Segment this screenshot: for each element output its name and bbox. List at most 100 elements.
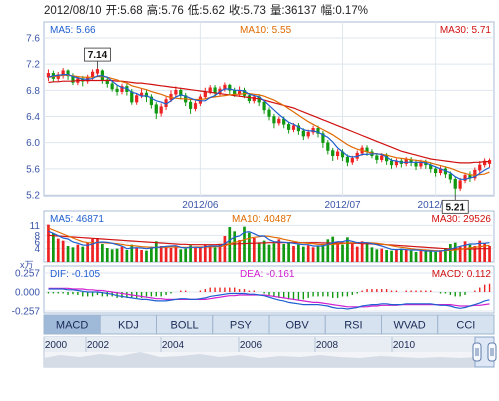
- candle-body: [463, 175, 467, 181]
- legend-macd: MACD: 0.112: [432, 269, 492, 280]
- candle-body: [483, 160, 487, 166]
- candle-body: [321, 133, 325, 143]
- price-tick-label: 6.8: [26, 86, 40, 97]
- macd-tick-label: 0.000: [15, 288, 40, 299]
- volume-bar: [350, 244, 354, 262]
- low-annotation: 5.21: [441, 194, 469, 214]
- candle-body: [208, 87, 212, 92]
- candle-body: [66, 70, 70, 77]
- candle: [135, 92, 139, 105]
- volume-bar: [252, 238, 256, 262]
- timeline-years: 2000 2002 2004 2006 2008 2010: [43, 337, 416, 352]
- volume-bar: [316, 246, 320, 262]
- candle: [115, 85, 119, 96]
- price-tick-label: 7.6: [26, 34, 40, 45]
- price-tick-label: 6.0: [26, 138, 40, 149]
- volume-bar: [321, 244, 325, 262]
- tab-kdj[interactable]: KDJ: [99, 314, 157, 335]
- legend-dea: DEA: -0.161: [240, 269, 295, 280]
- date-tick-label: 2012/08: [418, 200, 455, 211]
- volume-bar: [272, 243, 276, 262]
- candle-body: [100, 70, 104, 81]
- volume-bar: [409, 250, 413, 262]
- tab-cci[interactable]: CCI: [437, 314, 495, 335]
- volume-bar: [395, 249, 398, 262]
- tab-rsi[interactable]: RSI: [324, 314, 382, 335]
- tab-macd[interactable]: MACD: [43, 314, 101, 335]
- candle-body: [375, 155, 379, 160]
- candle-body: [188, 101, 193, 109]
- volume-bar: [463, 241, 467, 262]
- candle: [179, 87, 183, 100]
- volume-bar: [429, 250, 433, 262]
- candle: [326, 140, 330, 155]
- candle-body: [291, 125, 296, 130]
- candle: [375, 153, 379, 164]
- tab-background: [437, 314, 495, 335]
- volume-bar: [390, 250, 393, 262]
- candle: [453, 176, 457, 195]
- volume-bar: [301, 246, 305, 262]
- volume-bar: [110, 249, 114, 262]
- tab-label: OBV: [286, 320, 310, 332]
- candle: [301, 128, 305, 141]
- candle: [46, 69, 51, 82]
- timeline-handle-left[interactable]: [472, 342, 482, 362]
- annotation-box: [441, 199, 469, 214]
- volume-bar: [120, 246, 124, 262]
- candle-body: [130, 91, 134, 103]
- candle: [262, 99, 266, 114]
- price-annotations: 7.14 5.21: [84, 47, 469, 214]
- timeline-year-label: 2002: [87, 340, 110, 351]
- volume-bar: [385, 250, 388, 262]
- candle-body: [81, 78, 85, 82]
- candle: [287, 121, 291, 134]
- volume-bar: [101, 244, 104, 262]
- tab-label: CCI: [456, 320, 475, 332]
- volume-bar: [159, 246, 163, 262]
- candle-body: [95, 69, 100, 74]
- macd-tick-label: 0.257: [15, 269, 40, 280]
- candle-body: [105, 79, 109, 85]
- candle: [473, 167, 477, 181]
- tab-label: BOLL: [171, 320, 199, 332]
- volume-bar: [360, 241, 364, 262]
- volume-unit-label: x万: [20, 260, 34, 270]
- candle-body: [345, 156, 350, 163]
- candle: [483, 158, 487, 168]
- candle-body: [458, 180, 462, 189]
- tab-obv[interactable]: OBV: [268, 314, 326, 335]
- indicator-lines: [48, 73, 490, 310]
- volume-bar: [488, 246, 491, 262]
- candle: [311, 125, 315, 135]
- volume-bar: [184, 248, 188, 262]
- volume-bar: [81, 246, 85, 262]
- volume-bar: [76, 244, 80, 262]
- volume-bar: [257, 242, 261, 262]
- volume-bar: [164, 247, 168, 262]
- tab-label: PSY: [230, 320, 253, 332]
- indicator-tabs[interactable]: MACD KDJ BOLL PSY OBV RSI WVAD CCI: [43, 314, 495, 335]
- volume-bar: [86, 242, 90, 262]
- candle: [188, 99, 193, 114]
- volume-bar: [150, 246, 153, 262]
- volume-bar: [189, 245, 192, 262]
- candle-body: [242, 90, 247, 96]
- volume-tick-label: 4: [34, 244, 40, 255]
- tab-label: RSI: [344, 320, 362, 332]
- tab-boll[interactable]: BOLL: [156, 314, 214, 335]
- candle-body: [434, 168, 438, 174]
- tab-psy[interactable]: PSY: [212, 314, 270, 335]
- timeline-handle-right[interactable]: [487, 342, 497, 362]
- volume-bar: [434, 252, 437, 262]
- candle-body: [193, 103, 198, 109]
- price-ma5-line: [48, 73, 490, 180]
- volume-ma30-line: [48, 234, 490, 250]
- volume-bar: [96, 238, 99, 262]
- legend-dif: DIF: -0.105: [50, 269, 100, 280]
- volume-bar: [115, 248, 119, 262]
- tab-wvad[interactable]: WVAD: [381, 314, 439, 335]
- candle-body: [46, 73, 51, 78]
- volume-bar: [233, 231, 237, 262]
- candle-body: [154, 104, 158, 114]
